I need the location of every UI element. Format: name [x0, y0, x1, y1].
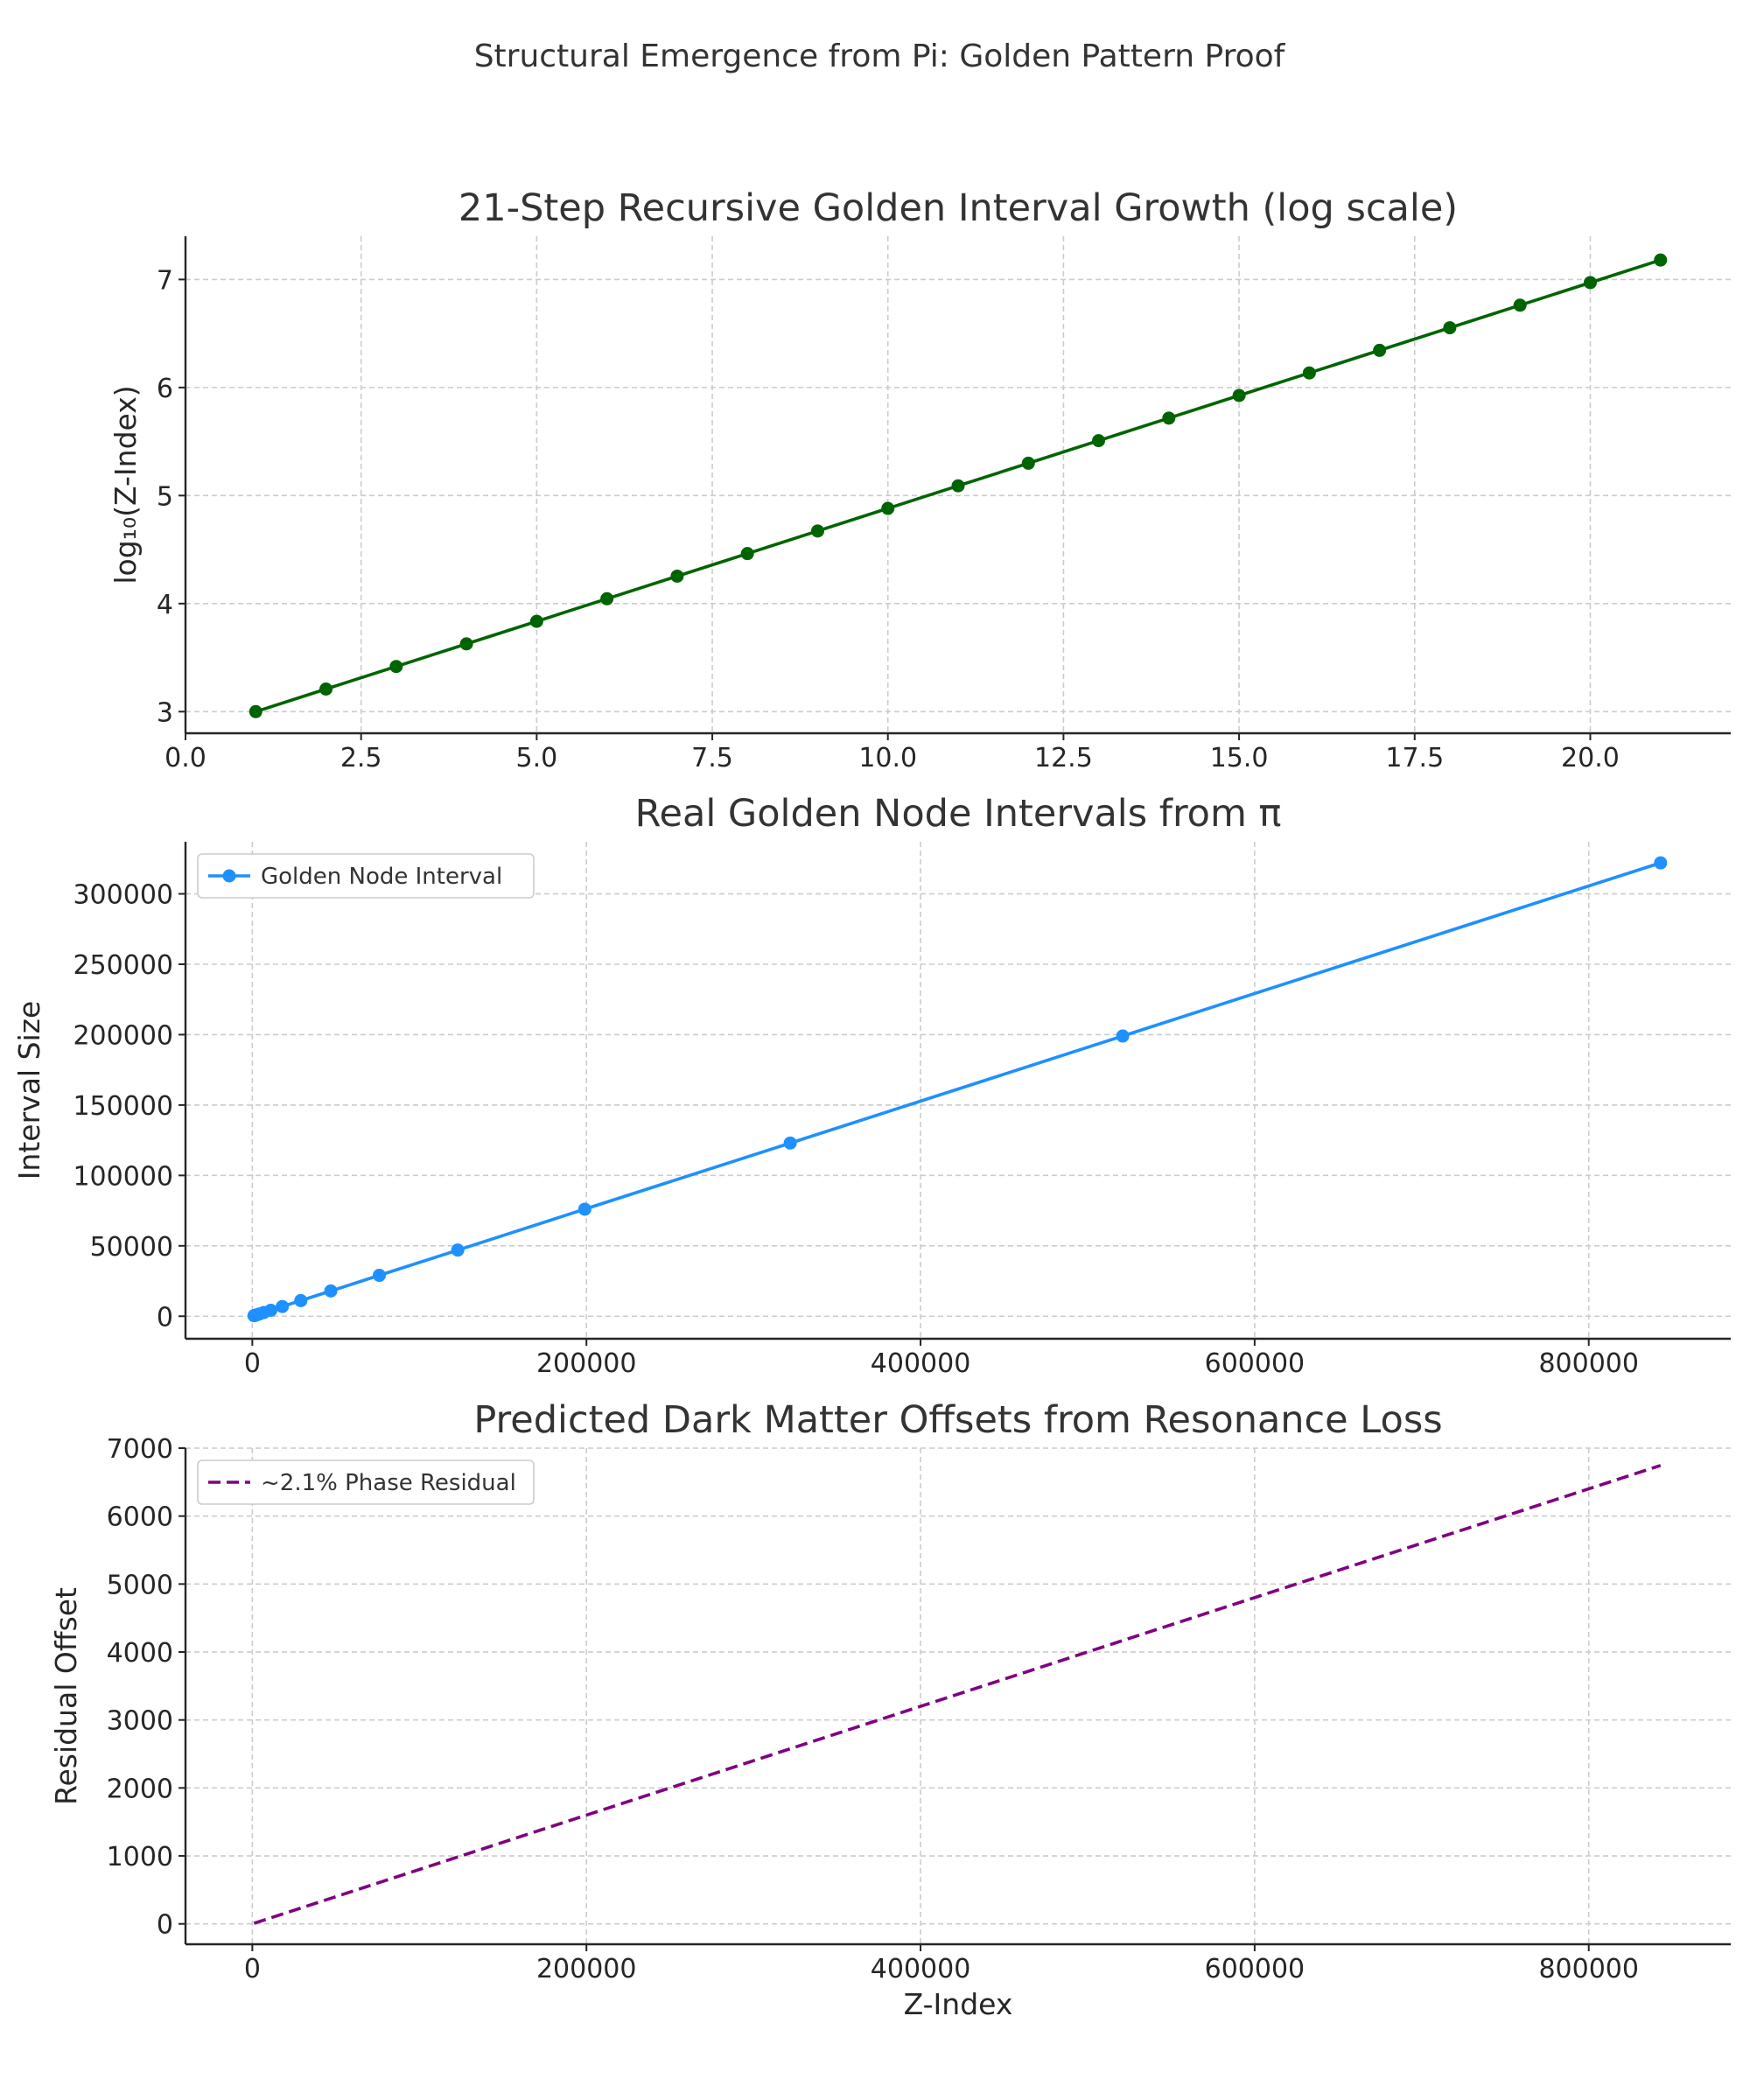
data-point — [459, 637, 473, 651]
chart-panel-3: 0 200000 400000 600000 800000 0 1000 2000 3000 40… — [49, 1398, 1731, 2021]
y-tick-label: 100000 — [73, 1161, 173, 1192]
y-tick-label: 5000 — [107, 1570, 173, 1600]
data-point — [1162, 411, 1176, 425]
data-point — [248, 704, 262, 718]
x-tick-label: 800000 — [1538, 1954, 1639, 1984]
chart-panel-1: 0.0 2.5 5.0 7.5 10.0 12.5 15.0 17.5 20.0 3 4 5 6 7 21-… — [108, 186, 1731, 774]
data-point — [1583, 276, 1597, 290]
data-point — [264, 1303, 278, 1317]
data-point — [881, 501, 895, 515]
data-point — [600, 592, 614, 606]
data-point — [1116, 1029, 1130, 1043]
data-point — [324, 1284, 338, 1298]
data-point — [1443, 321, 1457, 335]
data-point — [1092, 434, 1106, 448]
legend: Golden Node Interval — [197, 853, 535, 899]
chart-title: 21-Step Recursive Golden Interval Growth… — [458, 186, 1458, 230]
y-tick-label: 200000 — [73, 1020, 173, 1051]
data-point — [319, 682, 333, 696]
data-point — [1373, 343, 1387, 357]
y-tick-label: 250000 — [73, 950, 173, 981]
data-point — [578, 1202, 592, 1216]
series-line — [253, 861, 1662, 1318]
y-tick-label: 6000 — [107, 1502, 173, 1533]
x-tick-label: 7.5 — [691, 743, 733, 774]
data-point — [1302, 366, 1316, 380]
data-point — [670, 569, 684, 583]
x-tick-label: 10.0 — [858, 743, 917, 774]
x-tick-label: 17.5 — [1385, 743, 1444, 774]
data-point — [1654, 856, 1668, 870]
chart-panel-2: 0 200000 400000 600000 800000 0 50000 100000 150… — [12, 792, 1731, 1379]
y-axis-label: Interval Size — [12, 1001, 46, 1180]
data-point — [451, 1243, 465, 1257]
data-point — [276, 1299, 290, 1313]
data-point — [810, 524, 824, 538]
data-point — [529, 614, 543, 628]
data-point — [951, 479, 965, 493]
y-tick-label: 4000 — [107, 1638, 173, 1669]
y-tick-label: 4 — [157, 590, 173, 620]
x-tick-label: 2.5 — [340, 743, 382, 774]
data-point — [1654, 253, 1668, 267]
x-tick-label: 0.0 — [164, 743, 206, 774]
data-point — [1513, 298, 1527, 312]
series-line — [253, 1464, 1662, 1925]
y-axis-label: Residual Offset — [49, 1587, 83, 1805]
x-tick-label: 200000 — [536, 1954, 637, 1984]
chart-title: Predicted Dark Matter Offsets from Reson… — [473, 1398, 1442, 1442]
legend: ~2.1% Phase Residual — [197, 1460, 535, 1505]
x-tick-label: 200000 — [536, 1348, 637, 1379]
y-tick-label: 3 — [157, 697, 173, 728]
x-tick-label: 600000 — [1205, 1348, 1306, 1379]
data-point — [372, 1269, 386, 1283]
y-tick-label: 3000 — [107, 1706, 173, 1737]
data-point — [1232, 388, 1246, 402]
x-tick-label: 400000 — [871, 1954, 971, 1984]
y-tick-label: 1000 — [107, 1842, 173, 1872]
x-tick-label: 12.5 — [1034, 743, 1093, 774]
y-axis-label: log₁₀(Z-Index) — [108, 385, 143, 584]
x-tick-label: 800000 — [1538, 1348, 1639, 1379]
x-tick-label: 20.0 — [1561, 743, 1620, 774]
x-tick-label: 15.0 — [1210, 743, 1269, 774]
data-point — [783, 1136, 797, 1150]
y-tick-label: 0 — [157, 1302, 173, 1333]
legend-label: Golden Node Interval — [261, 864, 502, 890]
legend-label: ~2.1% Phase Residual — [261, 1470, 516, 1496]
data-point — [740, 547, 754, 561]
y-tick-label: 5 — [157, 481, 173, 512]
legend-box — [197, 1460, 535, 1505]
x-tick-label: 0 — [244, 1348, 261, 1379]
x-tick-label: 0 — [244, 1954, 261, 1984]
x-tick-label: 600000 — [1205, 1954, 1306, 1984]
figure-suptitle: Structural Emergence from Pi: Golden Pat… — [474, 38, 1286, 74]
data-point — [294, 1293, 308, 1307]
y-tick-label: 300000 — [73, 880, 173, 911]
x-tick-label: 400000 — [871, 1348, 971, 1379]
y-tick-label: 2000 — [107, 1774, 173, 1804]
legend-marker — [222, 869, 236, 883]
data-point — [1021, 456, 1035, 470]
chart-title: Real Golden Node Intervals from π — [635, 792, 1282, 836]
y-tick-label: 6 — [157, 374, 173, 404]
y-tick-label: 150000 — [73, 1091, 173, 1122]
y-tick-label: 7 — [157, 265, 173, 296]
data-point — [389, 660, 403, 674]
y-tick-label: 50000 — [90, 1232, 173, 1263]
legend-box — [197, 853, 535, 899]
x-tick-label: 5.0 — [516, 743, 558, 774]
x-axis-label: Z-Index — [904, 1987, 1013, 2021]
charts-container: 0.0 2.5 5.0 7.5 10.0 12.5 15.0 17.5 20.0 3 4 5 6 7 21-… — [12, 186, 1731, 2021]
y-tick-label: 0 — [157, 1910, 173, 1941]
y-tick-label: 7000 — [107, 1434, 173, 1465]
